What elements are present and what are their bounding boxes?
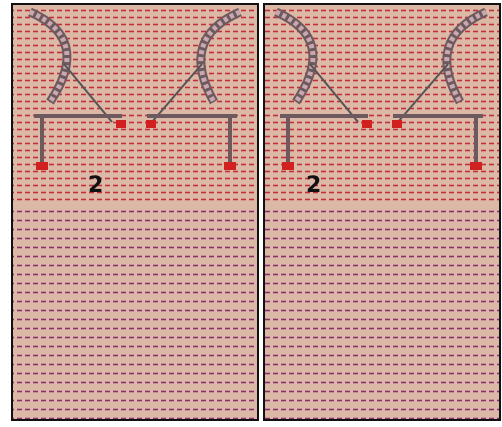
panel-label: 2 <box>306 173 321 198</box>
field-lower <box>264 204 500 420</box>
left-panel: 2 <box>12 4 258 420</box>
page: 2 2 (() => { const data = JSON.parse(doc… <box>0 0 502 423</box>
field-lower <box>12 204 258 420</box>
field-upper <box>12 4 258 204</box>
panel-label: 2 <box>88 173 103 198</box>
right-panel: 2 <box>264 4 500 420</box>
figure: 2 2 <box>0 0 502 423</box>
